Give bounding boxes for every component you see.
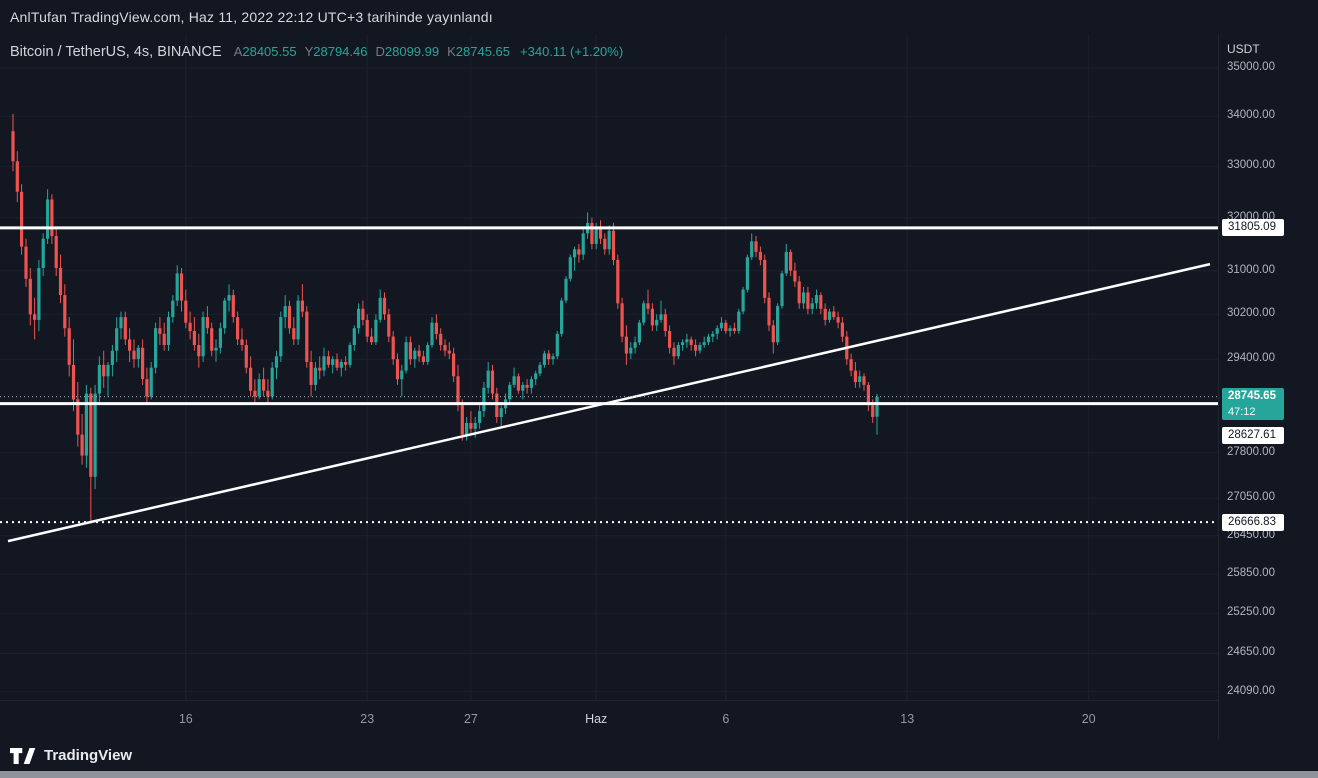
footer-bar: TradingView (0, 740, 1318, 771)
price-tick: 24090.00 (1227, 684, 1275, 697)
time-tick: 20 (1081, 712, 1096, 726)
publish-bar: AnlTufan TradingView.com, Haz 11, 2022 2… (0, 0, 1318, 34)
price-tick: 35000.00 (1227, 61, 1275, 73)
bar-countdown: 47:12 (1228, 405, 1256, 418)
trendline[interactable] (7, 262, 1211, 543)
price-change: +340.11 (+1.20%) (520, 44, 624, 59)
candlestick-chart-canvas[interactable] (0, 34, 1218, 700)
time-tick: 27 (463, 712, 478, 726)
price-tick: 26450.00 (1227, 528, 1275, 541)
brand-name[interactable]: TradingView (44, 747, 133, 764)
publish-info: AnlTufan TradingView.com, Haz 11, 2022 2… (10, 9, 493, 25)
chart-grid (0, 34, 1218, 700)
line-price-label[interactable]: 28627.61 (1222, 426, 1284, 444)
chart-legend: Bitcoin / TetherUS, 4s, BINANCE A 28405.5… (10, 44, 623, 60)
symbol-title[interactable]: Bitcoin / TetherUS, 4s, BINANCE (10, 44, 222, 60)
price-tick: 27050.00 (1227, 491, 1275, 504)
ohlc-key: K (447, 44, 456, 59)
ohlc-key: Y (304, 44, 314, 59)
ohlc-value: 28745.65 (455, 44, 511, 59)
price-tick: 34000.00 (1227, 109, 1275, 122)
current-price-label: 28745.65 47:12 (1222, 387, 1284, 420)
price-tick: 33000.00 (1227, 159, 1275, 172)
time-tick: 13 (900, 712, 915, 726)
price-tick: 30200.00 (1227, 307, 1275, 320)
time-tick: 16 (178, 712, 193, 726)
price-tick: 31000.00 (1227, 263, 1275, 276)
ohlc-key: A (233, 44, 243, 59)
ohlc-values: A 28405.55 Y 28794.46 D 28099.99 K 28745.65 +340… (234, 44, 623, 59)
time-tick: 23 (360, 712, 375, 726)
price-tick: 27800.00 (1227, 445, 1275, 458)
chart-region: Bitcoin / TetherUS, 4s, BINANCE A 28405.5… (0, 34, 1318, 740)
time-axis[interactable]: 16 23 27 Haz 6 13 20 (0, 700, 1218, 740)
tradingview-logo-icon[interactable] (10, 747, 36, 764)
price-tick: 24650.00 (1227, 646, 1275, 659)
price-tick: 25850.00 (1227, 567, 1275, 580)
ohlc-value: 28405.55 (242, 44, 297, 59)
ohlc-key: D (375, 44, 385, 59)
line-price-label[interactable]: 31805.09 (1222, 219, 1284, 237)
current-price-value: 28745.65 (1228, 389, 1276, 402)
line-price-label[interactable]: 26666.83 (1222, 513, 1284, 531)
price-tick: 29400.00 (1227, 352, 1275, 365)
time-tick: Haz (585, 712, 608, 726)
time-tick: 6 (722, 712, 730, 726)
window-scrollbar[interactable] (0, 771, 1318, 778)
price-tick: 25250.00 (1227, 606, 1275, 619)
ohlc-value: 28099.99 (384, 44, 440, 59)
currency-label: USDT (1227, 42, 1260, 56)
price-axis[interactable]: USDT 35000.00 34000.00 33000.00 32000.00 310… (1218, 34, 1318, 740)
ohlc-value: 28794.46 (313, 44, 368, 59)
candlestick-series (11, 114, 879, 522)
